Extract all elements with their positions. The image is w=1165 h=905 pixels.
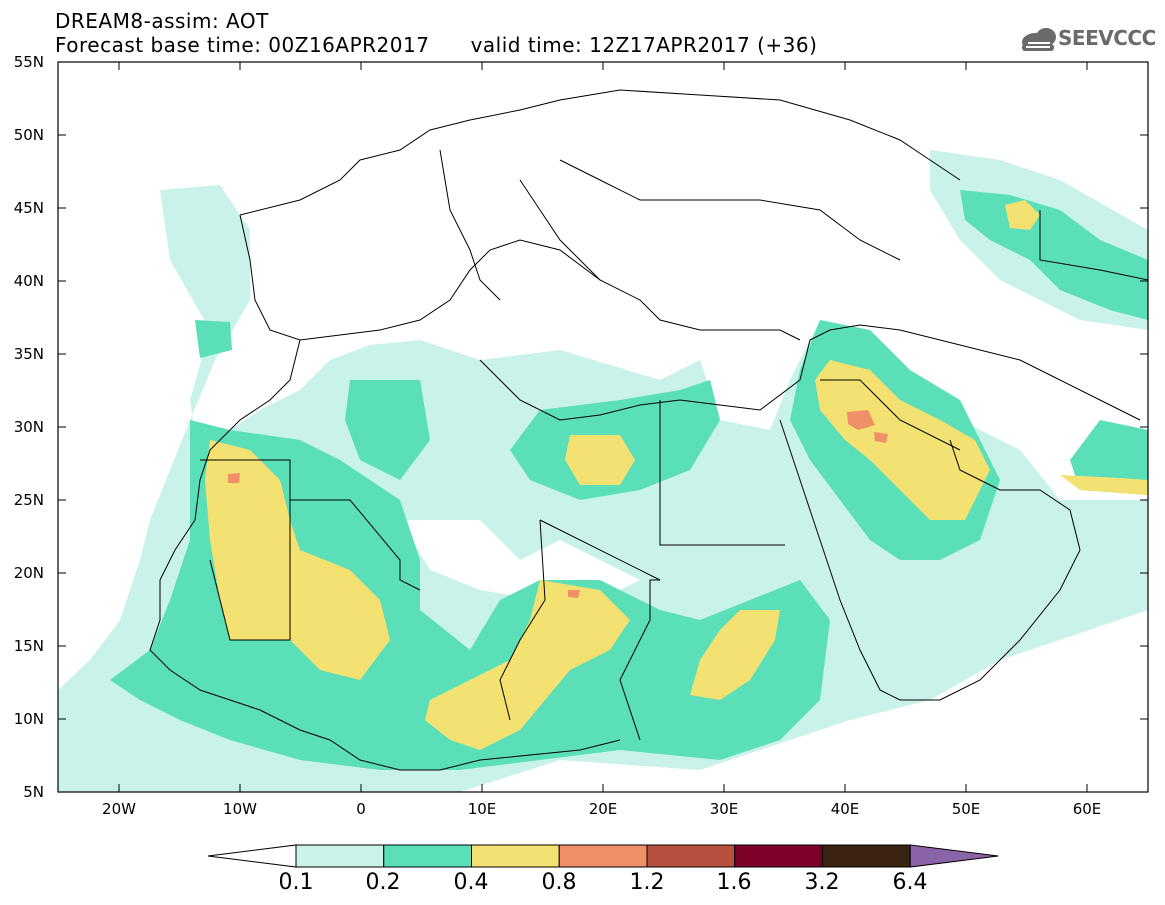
lat-label: 20N: [13, 564, 44, 582]
aot-contour-0.4: [205, 200, 1148, 750]
colorbar-label: 1.6: [716, 870, 752, 895]
colorbar-cell: [646, 844, 736, 868]
colorbar-cell: [383, 844, 472, 868]
lat-label: 30N: [13, 418, 44, 436]
colorbar-cell: [295, 844, 385, 868]
lat-label: 5N: [23, 783, 44, 801]
colorbar-label: 0.1: [278, 870, 314, 895]
lon-label: 20E: [588, 800, 618, 818]
lat-label: 35N: [13, 345, 44, 363]
aot-contour-0.8: [228, 410, 888, 598]
colorbar-cell: [558, 844, 648, 868]
forecast-time-subtitle: Forecast base time: 00Z16APR2017 valid t…: [55, 33, 818, 57]
colorbar-arrow-low: [207, 844, 297, 868]
lon-label: 20W: [102, 800, 136, 818]
lon-label: 40E: [830, 800, 860, 818]
lat-label: 50N: [13, 126, 44, 144]
colorbar-label: 0.8: [541, 870, 577, 895]
lat-label: 55N: [13, 53, 44, 71]
lat-label: 25N: [13, 491, 44, 509]
colorbar-cell: [822, 844, 911, 868]
lat-label: 45N: [13, 199, 44, 217]
axis-ticks: [58, 61, 1148, 793]
colorbar-label: 0.4: [453, 870, 489, 895]
lat-label: 40N: [13, 272, 44, 290]
colorbar-label: 0.2: [365, 870, 401, 895]
colorbar-label: 6.4: [892, 870, 928, 895]
lon-label: 50E: [951, 800, 981, 818]
seevccc-logo-text: SEEVCCC: [1058, 26, 1156, 50]
lon-label: 10W: [223, 800, 257, 818]
colorbar-cell: [734, 844, 823, 868]
colorbar-label: 1.2: [629, 870, 665, 895]
lon-label: 60E: [1072, 800, 1102, 818]
cloud-icon: [1022, 28, 1056, 51]
coastlines-borders: [149, 89, 1148, 771]
colorbar-arrow-high: [909, 844, 999, 868]
colorbar-cell: [471, 844, 560, 868]
lon-label: 10E: [467, 800, 497, 818]
lat-label: 15N: [13, 637, 44, 655]
lon-label: 0: [356, 800, 366, 818]
lat-label: 10N: [13, 710, 44, 728]
lon-label: 30E: [709, 800, 739, 818]
map-title: DREAM8-assim: AOT: [55, 9, 269, 33]
colorbar-label: 3.2: [804, 870, 840, 895]
